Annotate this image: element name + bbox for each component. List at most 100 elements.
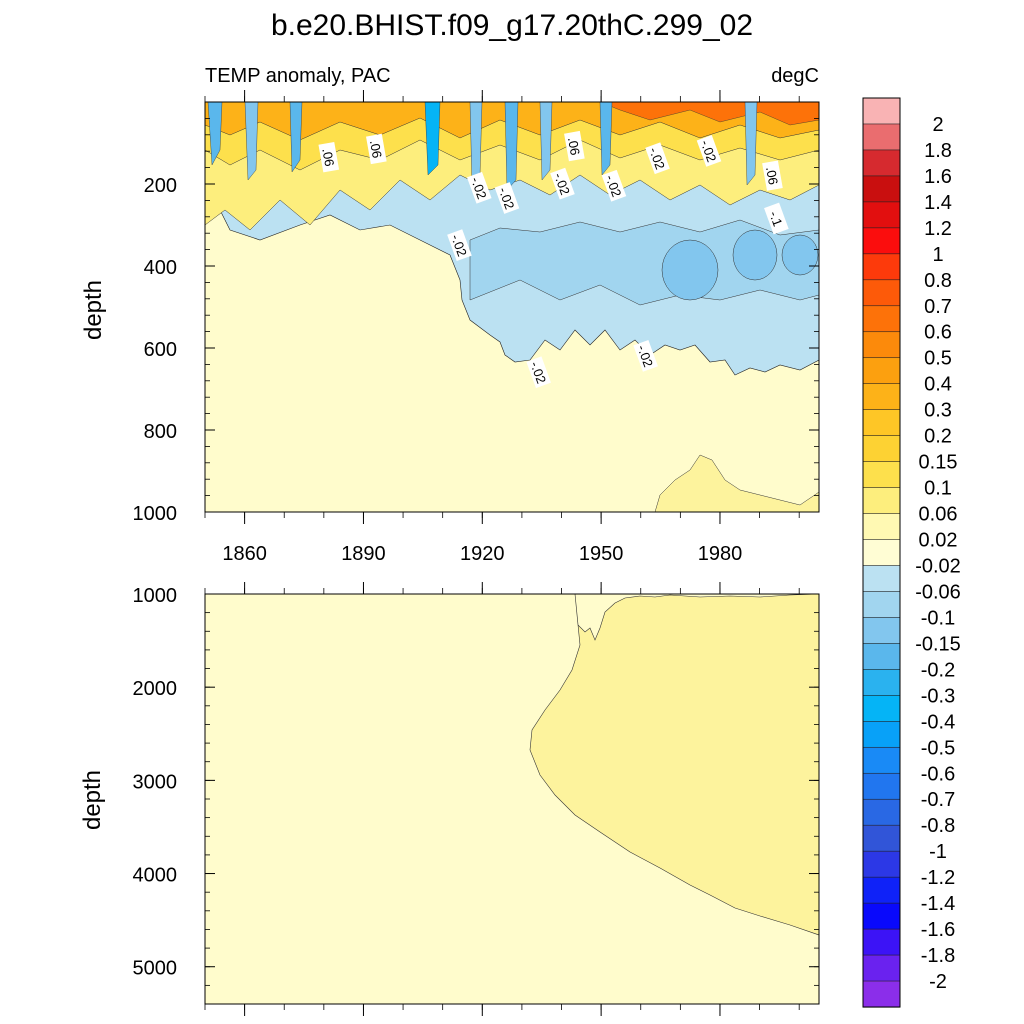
y-tick-label: 1000 — [133, 503, 178, 525]
colorbar-swatch — [862, 746, 901, 774]
colorbar-swatch — [862, 279, 901, 307]
contour-label: -.1 — [764, 202, 789, 235]
colorbar-label: -1.2 — [921, 867, 955, 889]
contour-label-bg — [550, 167, 575, 200]
contour-label-text: -.02 — [603, 173, 625, 199]
colorbar-label: -0.6 — [921, 763, 955, 785]
contour-label-bg — [494, 182, 520, 214]
contour-label-bg — [564, 130, 585, 162]
subtitle-right: degC — [771, 65, 819, 87]
contour-label-bg — [764, 202, 789, 235]
colorbar-label: -0.8 — [921, 815, 955, 837]
subtitle-left: TEMP anomaly, PAC — [205, 65, 391, 87]
contour-label-bg — [762, 160, 783, 191]
x-tick-label: 1920 — [460, 543, 505, 565]
colorbar-label: -0.1 — [921, 607, 955, 629]
contour-label-text: .06 — [319, 147, 337, 167]
contour-label-bg — [366, 133, 387, 165]
colorbar-label: 0.06 — [919, 504, 958, 526]
colorbar-label: -0.02 — [915, 555, 961, 577]
colorbar-label: 0.7 — [924, 296, 952, 318]
colorbar-frame — [862, 97, 901, 1008]
contour-label-text: -.02 — [496, 185, 518, 211]
upper-panel-field: .06 .06 .06 -.02 -.02 .06 -.02 -.02 -.02 -.02 -.1 -… — [205, 102, 819, 512]
y-tick-label: 2000 — [133, 678, 178, 700]
colorbar-swatch — [862, 876, 901, 904]
colorbar-swatch — [862, 850, 901, 878]
colorbar-swatch — [862, 357, 901, 385]
colorbar-label: -0.3 — [921, 685, 955, 707]
colorbar-swatch — [862, 409, 901, 437]
contour-label-bg — [526, 356, 551, 389]
colorbar-label: -1.6 — [921, 919, 955, 941]
colorbar-label: 1.6 — [924, 166, 952, 188]
colorbar-swatch — [862, 928, 901, 956]
y-tick-label: 600 — [144, 339, 177, 361]
contour-label: -.02 — [633, 339, 658, 372]
x-tick-label: 1980 — [698, 543, 743, 565]
colorbar-swatch — [862, 331, 901, 359]
colorbar-label: 1.8 — [924, 140, 952, 162]
colorbar-swatch — [862, 513, 901, 541]
colorbar-swatch — [862, 954, 901, 982]
colorbar-label: -1.8 — [921, 945, 955, 967]
x-tick-label: 1890 — [341, 543, 386, 565]
colorbar-swatch — [862, 487, 901, 515]
y-tick-label: 400 — [144, 257, 177, 279]
contour-label: -.02 — [466, 171, 492, 204]
colorbar-label: 0.4 — [924, 374, 952, 396]
chart-title: b.e20.BHIST.f09_g17.20thC.299_02 — [271, 9, 753, 42]
colorbar-label: 0.3 — [924, 400, 952, 422]
colorbar-label: -0.4 — [921, 711, 955, 733]
colorbar-swatch — [862, 980, 901, 1008]
y-tick-label: 4000 — [133, 865, 178, 887]
colorbar-swatch — [862, 591, 901, 619]
colorbar-label: -1 — [929, 841, 947, 863]
contour-label-bg — [466, 171, 492, 204]
contour-label-text: .06 — [367, 139, 385, 159]
contour-label: -.02 — [601, 169, 627, 202]
contour-label-bg — [318, 141, 340, 173]
contour-label: .06 — [318, 141, 340, 173]
y-tick-label: 3000 — [133, 771, 178, 793]
x-tick-label: 1950 — [579, 543, 624, 565]
y-tick-label: 1000 — [133, 585, 178, 607]
colorbar-label: 1 — [932, 244, 943, 266]
colorbar-swatch — [862, 305, 901, 333]
colorbar-swatch — [862, 97, 901, 125]
contour-label: -.02 — [696, 134, 722, 167]
colorbar-label: 0.2 — [924, 426, 952, 448]
colorbar-label: -0.06 — [915, 581, 961, 603]
contour-label-text: -.02 — [527, 359, 549, 385]
colorbar-label: 0.15 — [919, 452, 958, 474]
contour-label: -.02 — [645, 142, 670, 175]
contour-label: .06 — [762, 160, 783, 191]
colorbar-swatch — [862, 461, 901, 489]
colorbar: 2 1.8 1.6 1.4 1.2 1 0.8 0.7 0.6 0.5 0.4 0.3 0.2 0.15 0… — [862, 97, 961, 1008]
colorbar-label: -2 — [929, 971, 947, 993]
colorbar-label: 0.8 — [924, 270, 952, 292]
contour-label: -.02 — [526, 356, 551, 389]
contour-label-text: -.02 — [646, 145, 668, 171]
contour-label-text: -.02 — [551, 171, 573, 197]
colorbar-swatch — [862, 435, 901, 463]
colorbar-label: -0.5 — [921, 737, 955, 759]
y-tick-label: 200 — [144, 175, 177, 197]
contour-label-bg — [447, 229, 472, 262]
colorbar-swatch — [862, 565, 901, 593]
contour-label-bg — [633, 339, 658, 372]
colorbar-swatch — [862, 721, 901, 748]
colorbar-label: 0.02 — [919, 530, 958, 552]
contour-labels: .06 .06 .06 -.02 -.02 .06 -.02 -.02 -.02 -.02 -.1 -… — [318, 130, 789, 389]
contour-label-text: .06 — [565, 136, 583, 156]
contour-label-text: -.02 — [448, 232, 470, 258]
x-tick-label: 1860 — [222, 543, 267, 565]
contour-label: .06 — [366, 133, 387, 165]
colorbar-swatch — [862, 902, 901, 930]
colorbar-swatch — [862, 175, 901, 203]
axes: 200 400 600 800 1000 1000 2000 3000 4000 5000 1860… — [133, 90, 819, 1016]
colorbar-label: 0.5 — [924, 348, 952, 370]
y-tick-label: 5000 — [133, 958, 178, 980]
contour-label: -.02 — [447, 229, 472, 262]
